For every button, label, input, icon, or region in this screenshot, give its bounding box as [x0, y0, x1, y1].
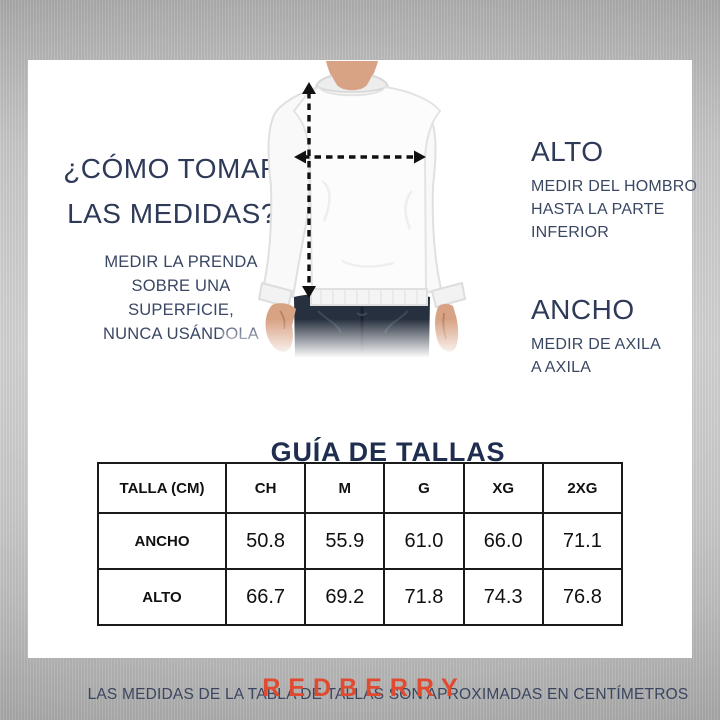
measure-instructions: MEDIR LA PRENDA SOBRE UNA SUPERFICIE, NU… [75, 250, 287, 346]
table-header-xg: XG [462, 462, 544, 514]
table-cell: 55.9 [304, 512, 386, 570]
instruction-line: SUPERFICIE, [128, 301, 234, 319]
photo-fade [222, 319, 502, 358]
table-header-talla: TALLA (CM) [97, 462, 227, 514]
alto-desc-line: INFERIOR [531, 224, 610, 241]
alto-arrow-icon [302, 82, 316, 298]
table-cell: 74.3 [462, 568, 544, 626]
table-cell: 71.8 [383, 568, 465, 626]
instruction-line: SOBRE UNA [131, 277, 231, 295]
table-header-row: TALLA (CM) CH M G XG 2XG [97, 462, 624, 514]
alto-heading: ALTO [531, 136, 604, 167]
brand-logo: REDBERRY [262, 674, 466, 702]
table-row-label: ALTO [97, 568, 227, 626]
measure-title-line1: ¿CÓMO TOMAR [63, 153, 281, 184]
ancho-desc-line: A AXILA [531, 359, 592, 376]
table-row-label: ANCHO [97, 512, 227, 570]
ancho-description: MEDIR DE AXILA A AXILA [531, 333, 711, 379]
table-cell: 71.1 [541, 512, 624, 570]
measure-title-line2: LAS MEDIDAS? [67, 198, 277, 229]
table-cell: 66.0 [462, 512, 544, 570]
alto-desc-line: MEDIR DEL HOMBRO [531, 178, 698, 195]
instruction-line: NUNCA USÁNDOLA [103, 325, 259, 343]
table-header-g: G [383, 462, 465, 514]
alto-section: ALTO MEDIR DEL HOMBRO HASTA LA PARTE INF… [531, 136, 711, 244]
ancho-heading: ANCHO [531, 294, 635, 325]
size-table-footnote: LAS MEDIDAS DE LA TABLA DE TALLAS SON AP… [87, 686, 689, 703]
table-cell: 66.7 [224, 568, 307, 626]
table-header-2xg: 2XG [541, 462, 624, 514]
table-cell: 61.0 [383, 512, 465, 570]
table-row-ancho: ANCHO 50.8 55.9 61.0 66.0 71.1 [97, 512, 624, 570]
table-header-m: M [304, 462, 386, 514]
size-table: TALLA (CM) CH M G XG 2XG ANCHO 50.8 55.9… [97, 462, 624, 626]
alto-description: MEDIR DEL HOMBRO HASTA LA PARTE INFERIOR [531, 175, 711, 244]
model-photo [222, 61, 502, 358]
table-cell: 69.2 [304, 568, 386, 626]
table-row-alto: ALTO 66.7 69.2 71.8 74.3 76.8 [97, 568, 624, 626]
table-header-ch: CH [224, 462, 307, 514]
alto-desc-line: HASTA LA PARTE [531, 201, 665, 218]
ancho-desc-line: MEDIR DE AXILA [531, 336, 661, 353]
ancho-section: ANCHO MEDIR DE AXILA A AXILA [531, 294, 711, 379]
table-cell: 50.8 [224, 512, 307, 570]
sweatshirt-graphic [258, 86, 466, 308]
measure-title: ¿CÓMO TOMAR LAS MEDIDAS? [61, 146, 283, 236]
table-cell: 76.8 [541, 568, 624, 626]
ancho-arrow-icon [294, 150, 426, 164]
instruction-line: MEDIR LA PRENDA [104, 253, 258, 271]
